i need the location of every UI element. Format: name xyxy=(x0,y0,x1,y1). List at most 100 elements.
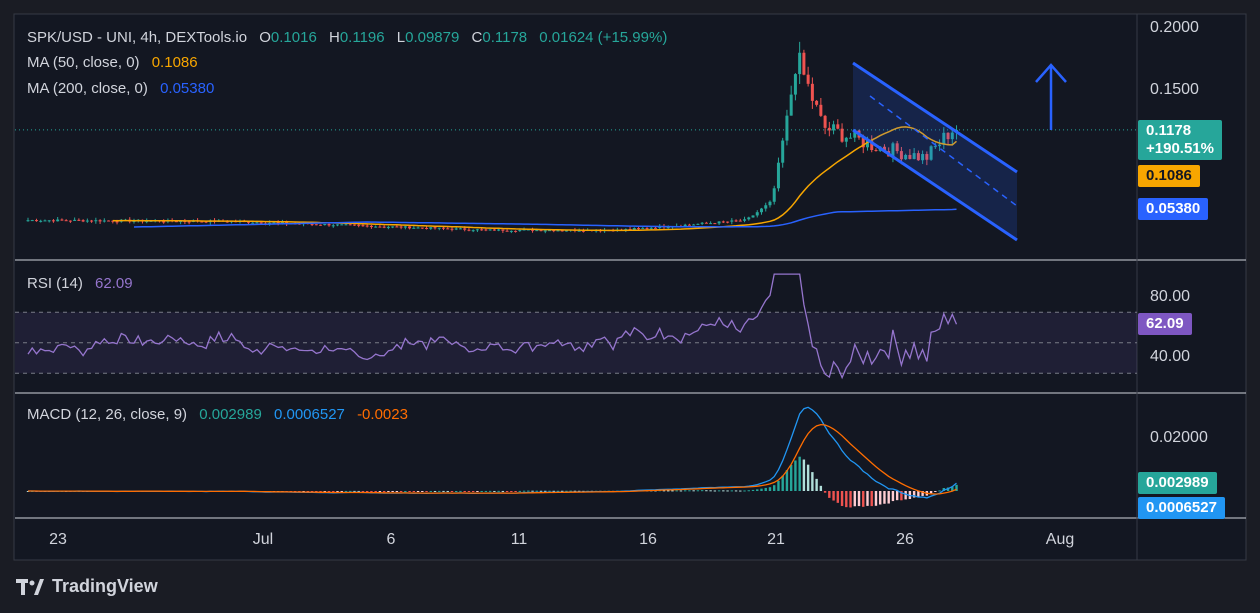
candle-body xyxy=(132,220,136,222)
rsi-tick: 40.00 xyxy=(1150,348,1191,365)
macd-histogram-bar xyxy=(459,490,462,492)
close-label: C xyxy=(471,29,483,46)
macd-histogram-bar xyxy=(806,464,810,491)
candle-body xyxy=(425,227,429,229)
candle-body xyxy=(743,219,747,221)
candle-body xyxy=(531,229,535,231)
macd-histogram-bar xyxy=(726,490,729,492)
macd-histogram-bar xyxy=(891,491,895,502)
macd-histogram-bar xyxy=(874,491,878,506)
candle-body xyxy=(827,127,831,131)
candle-body xyxy=(717,221,721,224)
tradingview-logo[interactable]: TradingView xyxy=(16,576,158,597)
candle-body xyxy=(378,226,382,228)
candle-body xyxy=(259,222,263,224)
candle-body xyxy=(789,94,793,116)
candle-body xyxy=(187,221,191,223)
macd-histogram-bar xyxy=(522,490,526,492)
rsi-value: 62.09 xyxy=(95,275,133,292)
ma200-legend: MA (200, close, 0) 0.05380 xyxy=(27,80,214,97)
candle-body xyxy=(776,162,780,189)
macd-histogram-bar xyxy=(319,491,322,492)
candle-body xyxy=(802,52,806,75)
macd-histogram-bar xyxy=(349,490,352,492)
macd-histogram-bar xyxy=(955,484,958,491)
macd-histogram-bar xyxy=(425,491,428,492)
channel-fill xyxy=(853,63,1017,240)
macd-histogram-bar xyxy=(340,491,343,492)
candle-body xyxy=(102,220,106,222)
candle-body xyxy=(251,222,255,224)
macd-histogram-bar xyxy=(552,490,555,492)
date-tick: 21 xyxy=(767,531,785,548)
candle-body xyxy=(276,222,280,224)
macd-histogram-bar xyxy=(484,490,488,492)
candle-body xyxy=(734,220,738,222)
macd-histogram-bar xyxy=(391,491,394,492)
date-tick: Aug xyxy=(1045,531,1075,548)
ma50-line xyxy=(112,126,957,232)
chart-frame xyxy=(13,13,1247,561)
macd-histogram-bar xyxy=(900,491,903,501)
candle-body xyxy=(687,224,691,226)
candle-body xyxy=(94,220,98,222)
candle-body xyxy=(683,224,687,227)
macd-histogram-bar xyxy=(446,490,449,492)
low-value: 0.09879 xyxy=(405,29,460,46)
candle-body xyxy=(543,230,547,232)
candle-body xyxy=(526,229,530,231)
candle-body xyxy=(730,220,734,222)
candle-body xyxy=(946,132,950,140)
candle-body xyxy=(348,224,352,226)
date-tick: 6 xyxy=(386,531,396,548)
date-tick: 16 xyxy=(639,531,657,548)
candle-body xyxy=(921,154,925,161)
macd-histogram-bar xyxy=(853,491,856,507)
close-value: 0.1178 xyxy=(482,29,528,46)
candle-body xyxy=(60,219,64,221)
candle-body xyxy=(806,74,810,84)
breakout-arrow-head xyxy=(1035,63,1067,83)
candle-body xyxy=(386,226,390,228)
candle-body xyxy=(492,229,496,231)
macd-histogram-bar xyxy=(323,491,326,492)
candle-body xyxy=(564,230,568,232)
macd-histogram-bar xyxy=(912,491,916,498)
candle-body xyxy=(840,128,844,142)
macd-histogram-bar xyxy=(679,490,683,492)
candle-body xyxy=(399,226,403,228)
candle-body xyxy=(632,228,636,230)
macd-histogram-bar xyxy=(501,490,505,492)
candle-body xyxy=(450,228,454,230)
candle-body xyxy=(480,229,484,231)
macd-histogram-bar xyxy=(789,464,793,491)
candle-body xyxy=(327,224,331,226)
macd-histogram-bar xyxy=(387,491,390,492)
macd-histogram-bar xyxy=(378,491,382,492)
candle-body xyxy=(454,228,458,230)
candle-body xyxy=(323,224,327,226)
candle-body xyxy=(107,220,111,222)
macd-histogram-bar xyxy=(794,460,797,491)
candle-body xyxy=(768,201,772,206)
ma200-line xyxy=(133,208,957,228)
macd-histogram-bar xyxy=(353,490,356,492)
candle-body xyxy=(577,230,581,232)
candle-body xyxy=(90,220,94,222)
macd-histogram-bar xyxy=(739,490,742,492)
candle-body xyxy=(726,221,730,223)
candle-body xyxy=(255,222,259,224)
candle-body xyxy=(759,208,763,213)
candle-body xyxy=(535,230,539,232)
candle-body xyxy=(475,229,479,231)
candle-body xyxy=(738,220,742,222)
candle-body xyxy=(581,230,585,232)
rsi-badge: 62.09 xyxy=(1138,313,1192,335)
candle-body xyxy=(43,220,47,222)
candle-body xyxy=(429,227,433,229)
macd-histogram-bar xyxy=(442,490,445,492)
candle-body xyxy=(357,224,361,226)
macd-histogram-bar xyxy=(344,490,348,492)
macd-histogram-bar xyxy=(493,490,496,492)
